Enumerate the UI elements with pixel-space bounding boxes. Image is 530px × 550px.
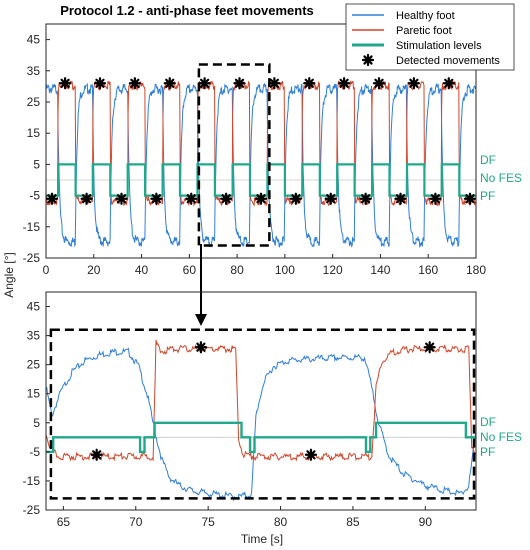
bottom-xtick-label: 75 (201, 515, 215, 529)
top-x-ticks: 0 20 40 60 80 100 120 140 160 180 (43, 254, 486, 277)
top-ytick-label: 15 (27, 126, 41, 140)
zoom-arrow-head (195, 314, 207, 326)
top-panel: Protocol 1.2 - anti-phase feet movements… (23, 3, 522, 277)
legend-healthy-label: Healthy foot (396, 10, 455, 22)
legend-marker-star (361, 53, 375, 67)
stim-label-pf-bottom: PF (480, 445, 495, 459)
zoom-box (197, 63, 271, 247)
detected-movement-marker-zoom (194, 341, 208, 354)
detected-movement-marker (115, 192, 128, 205)
top-xtick-label: 180 (466, 263, 486, 277)
detected-movement-marker (442, 77, 455, 90)
zoom-frame (49, 328, 476, 500)
detected-movement-marker (220, 192, 233, 205)
detected-movement-marker (93, 77, 107, 90)
top-ytick-label: 35 (27, 64, 41, 78)
detected-movement-marker (45, 192, 59, 205)
detected-movement-marker (233, 77, 246, 90)
detected-movement-marker (372, 77, 386, 90)
detected-movement-marker (338, 77, 351, 90)
detected-movement-marker (80, 192, 93, 205)
detected-movement-marker (394, 192, 407, 205)
chart-title: Protocol 1.2 - anti-phase feet movements (60, 3, 314, 18)
bottom-ytick-label: -15 (23, 474, 41, 488)
top-ytick-label: 5 (33, 157, 40, 171)
top-ytick-label: -25 (23, 251, 41, 265)
bottom-ytick-label: 25 (27, 358, 41, 372)
detected-movement-marker (163, 77, 176, 90)
top-xtick-label: 160 (418, 263, 438, 277)
legend: Healthy foot Paretic foot Stimulation le… (345, 3, 515, 71)
legend-marker-label: Detected movements (396, 55, 500, 67)
top-plot-frame (45, 23, 477, 259)
top-xtick-label: 0 (43, 263, 50, 277)
detected-movement-marker-zoom (423, 341, 436, 354)
legend-marker-swatch (361, 53, 375, 67)
healthy-foot-line (45, 82, 477, 248)
top-xtick-label: 120 (323, 263, 343, 277)
x-axis-label: Time [s] (241, 532, 283, 546)
top-ytick-label: 45 (27, 33, 41, 47)
stim-label-df-bottom: DF (480, 415, 496, 429)
top-ytick-label: -5 (29, 189, 40, 203)
detected-movement-marker (407, 77, 420, 90)
detected-movement-marker (289, 192, 302, 205)
bottom-xtick-label: 70 (129, 515, 143, 529)
bottom-ytick-label: 5 (33, 416, 40, 430)
top-stimulation-labels: DF No FES PF (480, 153, 522, 203)
bottom-stimulation-labels: DF No FES PF (480, 415, 522, 459)
detected-movement-marker (324, 192, 337, 205)
stim-label-nofes: No FES (480, 171, 522, 185)
stim-label-df: DF (480, 153, 496, 167)
detected-movement-marker (303, 77, 316, 90)
top-xtick-label: 60 (183, 263, 197, 277)
healthy-foot-line-zoom (45, 347, 477, 502)
legend-stimulation-label: Stimulation levels (396, 40, 482, 52)
top-ytick-label: -15 (23, 220, 41, 234)
top-y-ticks: -25 -15 -5 5 15 25 35 45 (23, 33, 50, 265)
bottom-xtick-label: 85 (346, 515, 360, 529)
bottom-panel: -25 -15 -5 5 15 25 35 45 65 70 75 80 85 90 DF No FES… (23, 291, 522, 546)
top-series-layer (45, 77, 477, 248)
top-xtick-label: 20 (87, 263, 101, 277)
zoom-arrow (195, 244, 207, 326)
detected-movement-marker (128, 77, 141, 90)
top-xtick-label: 140 (370, 263, 390, 277)
bottom-plot-frame (45, 291, 477, 511)
bottom-ytick-label: 15 (27, 387, 41, 401)
bottom-xtick-label: 65 (57, 515, 71, 529)
detected-movement-marker (150, 192, 163, 205)
bottom-xtick-label: 90 (419, 515, 433, 529)
top-ytick-label: 25 (27, 95, 41, 109)
bottom-ytick-label: 35 (27, 329, 41, 343)
stim-label-pf: PF (480, 189, 495, 203)
top-xtick-label: 40 (135, 263, 149, 277)
bottom-series-layer (45, 339, 477, 502)
detected-movement-marker (254, 192, 268, 205)
detected-movement-marker (59, 77, 72, 90)
stimulation-levels-line-zoom (46, 421, 476, 454)
top-xtick-label: 80 (230, 263, 244, 277)
bottom-x-ticks: 65 70 75 80 85 90 (57, 506, 433, 529)
bottom-xtick-label: 80 (274, 515, 288, 529)
detected-movement-marker (463, 192, 477, 205)
y-axis-label: Angle [°] (2, 252, 16, 298)
bottom-ytick-label: -5 (29, 445, 40, 459)
detected-movement-marker-zoom (304, 448, 318, 461)
detected-movement-marker (185, 192, 198, 205)
detected-movement-marker-zoom (90, 448, 103, 461)
top-xtick-label: 100 (275, 263, 295, 277)
bottom-y-ticks: -25 -15 -5 5 15 25 35 45 (23, 300, 50, 517)
detected-movement-marker (198, 77, 211, 90)
detected-movement-marker (429, 192, 442, 205)
detected-movement-marker (359, 192, 372, 205)
detected-movement-marker (268, 77, 281, 90)
bottom-ytick-label: -25 (23, 503, 41, 517)
paretic-foot-line-zoom (45, 339, 477, 462)
bottom-ytick-label: 45 (27, 300, 41, 314)
stim-label-nofes-bottom: No FES (480, 430, 522, 444)
legend-paretic-label: Paretic foot (396, 25, 452, 37)
